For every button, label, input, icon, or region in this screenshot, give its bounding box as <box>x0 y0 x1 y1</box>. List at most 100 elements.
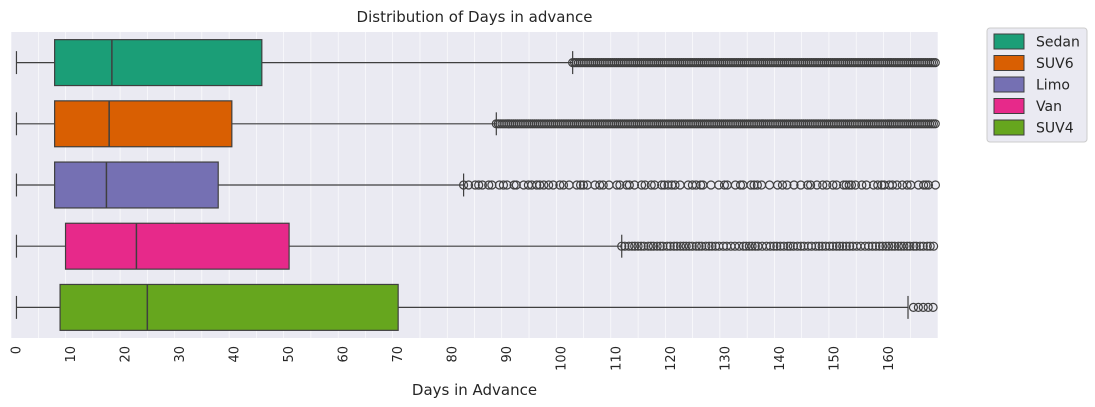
outlier-point <box>765 241 775 251</box>
outlier-point <box>844 180 854 190</box>
box-suv6 <box>15 100 940 148</box>
outlier-point <box>811 241 821 251</box>
outlier-point <box>704 241 714 251</box>
outlier-point <box>812 180 822 190</box>
outlier-point <box>575 180 586 190</box>
outlier-point <box>701 241 711 251</box>
outlier-point <box>657 180 667 190</box>
outlier-point <box>707 241 717 251</box>
x-tick-label: 20 <box>119 346 134 363</box>
outlier-point <box>535 180 545 190</box>
outlier-point <box>640 180 650 190</box>
outlier-point <box>893 241 903 251</box>
outlier-point <box>555 180 565 190</box>
outlier-point <box>691 241 701 251</box>
outlier-point <box>578 180 589 190</box>
outlier-point <box>908 302 919 312</box>
legend: Sedan SUV6 Limo Van SUV4 <box>986 27 1088 143</box>
outlier-point <box>750 241 760 251</box>
outlier-point <box>684 241 694 251</box>
outlier-point <box>558 180 569 190</box>
outlier-point <box>890 241 900 251</box>
legend-label: SUV4 <box>1036 121 1074 137</box>
outlier-point <box>928 302 938 312</box>
outlier-point <box>845 241 855 251</box>
outlier-point <box>532 180 542 190</box>
box-sedan <box>15 39 940 87</box>
outlier-point <box>772 241 782 251</box>
outlier-point <box>905 241 915 251</box>
outlier-point <box>817 241 827 251</box>
outlier-point <box>925 241 935 251</box>
legend-swatch <box>993 55 1025 71</box>
iqr-box <box>54 100 233 148</box>
outlier-point <box>860 241 870 251</box>
outlier-point <box>919 180 929 190</box>
outlier-point <box>769 241 779 251</box>
outlier-point <box>649 180 660 190</box>
outlier-point <box>548 180 558 190</box>
outlier-point <box>824 241 835 251</box>
legend-entry-suv6: SUV6 <box>993 55 1074 72</box>
x-tick-label: 140 <box>773 346 788 371</box>
outlier-point <box>818 180 828 190</box>
outlier-point <box>572 180 582 190</box>
outlier-point <box>612 180 622 190</box>
x-tick-label: 70 <box>391 346 406 363</box>
outlier-point <box>896 241 906 251</box>
outlier-point <box>874 241 885 251</box>
legend-entry-suv4: SUV4 <box>993 119 1074 137</box>
outlier-point <box>595 180 605 190</box>
legend-label: Sedan <box>1036 35 1080 51</box>
outlier-point <box>697 241 707 251</box>
iqr-box <box>59 283 399 331</box>
outlier-point <box>834 241 845 251</box>
legend-entry-sedan: Sedan <box>993 33 1080 51</box>
outlier-point <box>694 241 704 251</box>
outlier-point <box>930 57 940 68</box>
legend-label: SUV6 <box>1036 56 1074 72</box>
x-tick-label: 100 <box>555 346 570 371</box>
outlier-point <box>783 241 793 251</box>
outlier-point <box>502 180 512 190</box>
legend-entry-van: Van <box>993 98 1062 115</box>
box-van <box>15 222 939 270</box>
iqr-box <box>54 39 263 87</box>
outlier-point <box>805 180 816 190</box>
outlier-point <box>734 241 744 251</box>
outliers <box>458 180 941 190</box>
outlier-point <box>643 241 653 251</box>
outlier-point <box>831 180 842 190</box>
outlier-point <box>841 180 851 190</box>
outlier-point <box>902 180 912 190</box>
x-tick-label: 40 <box>228 346 243 363</box>
outlier-point <box>633 241 643 251</box>
outlier-point <box>636 241 646 251</box>
outlier-point <box>772 180 783 190</box>
legend-swatch <box>993 33 1025 50</box>
outlier-point <box>930 180 941 190</box>
outlier-point <box>887 180 898 190</box>
outlier-point <box>746 180 756 190</box>
outlier-point <box>470 180 480 190</box>
outlier-point <box>620 241 630 251</box>
outlier-point <box>803 180 813 190</box>
outlier-point <box>539 180 549 190</box>
outlier-point <box>789 180 799 190</box>
outlier-point <box>884 241 894 251</box>
chart-title: Distribution of Days in advance <box>357 8 593 26</box>
box-limo <box>15 161 941 209</box>
outlier-point <box>672 241 682 251</box>
iqr-box <box>54 161 219 209</box>
outlier-point <box>930 119 940 129</box>
outlier-point <box>511 180 521 190</box>
iqr-box <box>64 222 290 270</box>
outlier-point <box>474 180 484 190</box>
outlier-point <box>782 180 792 190</box>
outlier-point <box>923 180 934 190</box>
outliers <box>568 57 940 68</box>
outlier-point <box>477 180 487 190</box>
outlier-point <box>777 180 788 190</box>
box-suv4 <box>15 283 938 331</box>
outlier-point <box>663 180 673 190</box>
